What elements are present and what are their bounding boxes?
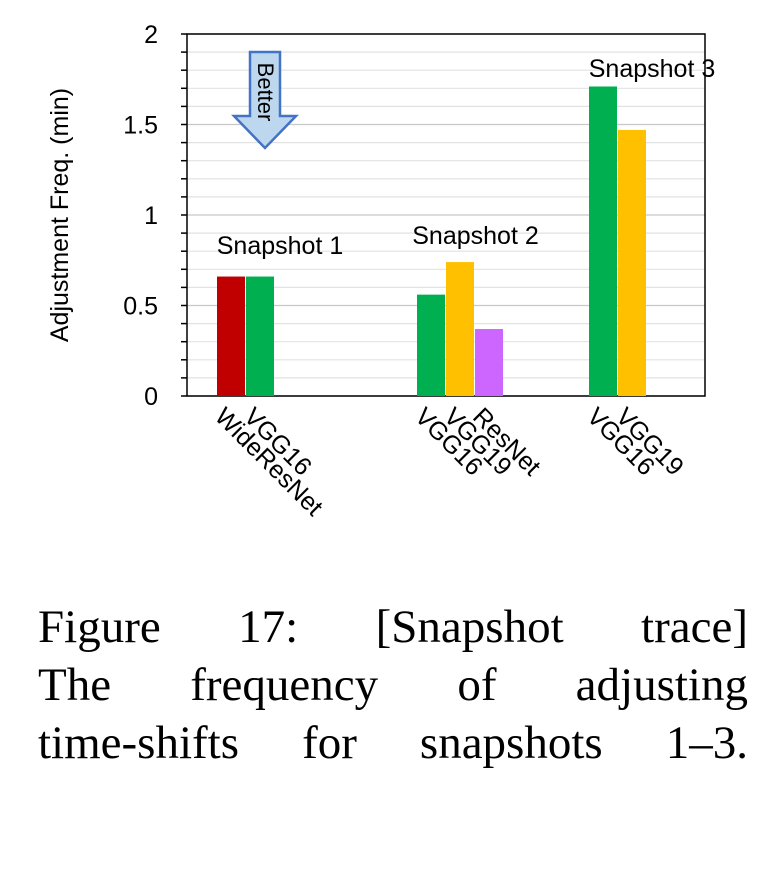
bars [217, 86, 646, 397]
bar [618, 129, 646, 396]
y-tick-label: 2 [144, 21, 158, 49]
y-tick-label: 0.5 [123, 293, 158, 321]
group-label: Snapshot 2 [412, 222, 539, 250]
bar [589, 86, 617, 397]
y-tick-label: 1 [144, 202, 158, 230]
y-axis-label: Adjustment Freq. (min) [46, 88, 74, 342]
y-tick-label: 1.5 [123, 112, 158, 140]
bar [446, 262, 474, 396]
caption-line-1: Figure 17: [Snapshot trace] [38, 601, 748, 653]
bar [475, 329, 503, 396]
bar [246, 276, 274, 396]
group-label: Snapshot 1 [217, 232, 344, 260]
group-label: Snapshot 3 [589, 55, 716, 83]
y-tick-label: 0 [144, 383, 158, 411]
group-labels: Snapshot 1 Snapshot 2 Snapshot 3 [217, 55, 716, 260]
down-arrow-icon [231, 50, 299, 150]
better-annotation: Better [231, 50, 299, 150]
caption-line-2: The frequency of adjusting [38, 659, 748, 711]
better-label: Better [253, 63, 278, 122]
bar [217, 276, 245, 396]
figure-caption: Figure 17: [Snapshot trace] The frequenc… [38, 598, 748, 772]
caption-line-3: time-shifts for snapshots 1–3. [38, 717, 748, 769]
bar [417, 294, 445, 396]
